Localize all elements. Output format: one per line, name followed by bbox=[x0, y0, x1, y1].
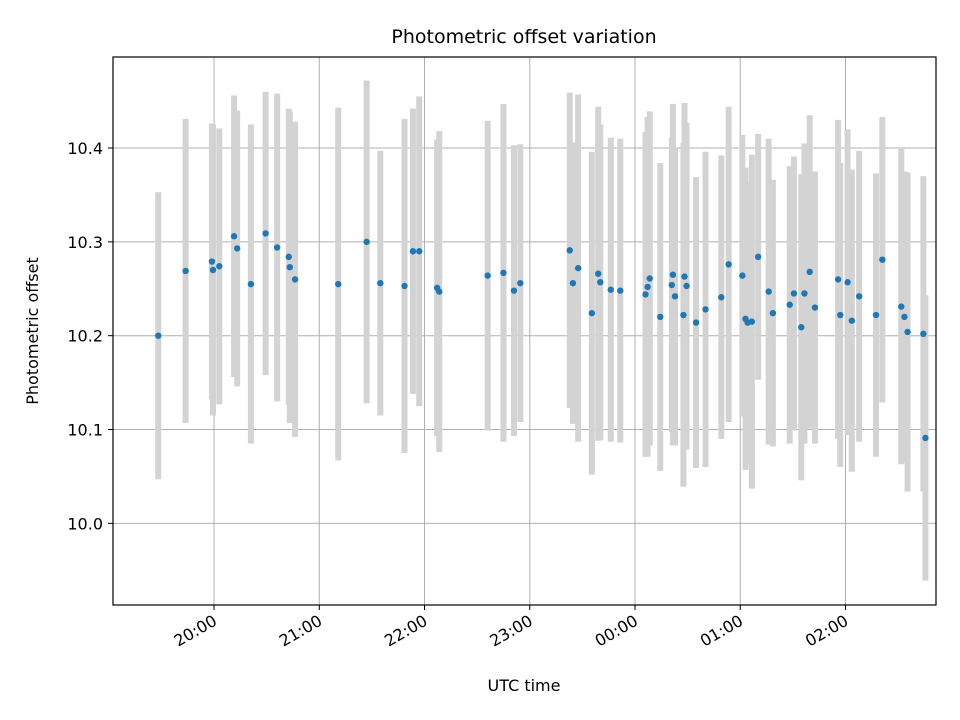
data-point bbox=[702, 306, 709, 313]
data-point bbox=[657, 313, 664, 321]
data-point bbox=[681, 273, 688, 280]
data-point bbox=[182, 267, 189, 275]
data-point bbox=[904, 328, 911, 336]
data-point bbox=[683, 282, 690, 290]
data-point bbox=[291, 276, 299, 283]
data-point bbox=[500, 269, 507, 277]
data-point bbox=[262, 230, 269, 237]
data-point bbox=[230, 233, 238, 240]
data-point bbox=[901, 313, 908, 321]
data-point bbox=[569, 279, 577, 287]
data-point bbox=[844, 279, 851, 286]
data-point bbox=[484, 272, 491, 279]
data-point bbox=[335, 280, 342, 288]
data-point bbox=[644, 283, 651, 291]
data-point bbox=[855, 293, 863, 300]
data-point bbox=[510, 287, 518, 294]
data-point bbox=[668, 281, 676, 289]
data-point bbox=[409, 248, 417, 255]
data-point bbox=[436, 288, 443, 295]
data-point bbox=[922, 434, 929, 442]
chart-title: Photometric offset variation bbox=[391, 26, 656, 48]
y-tick-label: 10.1 bbox=[67, 421, 103, 440]
data-point bbox=[363, 238, 370, 246]
data-point bbox=[286, 263, 294, 271]
data-point bbox=[848, 317, 856, 324]
data-point bbox=[725, 261, 732, 268]
data-point bbox=[646, 275, 653, 282]
data-point bbox=[811, 304, 819, 311]
data-point bbox=[798, 324, 805, 331]
data-point bbox=[801, 290, 808, 297]
data-point bbox=[617, 287, 624, 294]
y-tick-label: 10.3 bbox=[67, 233, 103, 252]
data-point bbox=[247, 280, 255, 288]
y-axis-label: Photometric offset bbox=[23, 257, 42, 405]
data-point bbox=[920, 330, 927, 338]
data-point bbox=[834, 276, 842, 283]
data-point bbox=[607, 286, 614, 293]
data-point bbox=[216, 263, 223, 270]
data-point bbox=[739, 272, 746, 279]
data-point bbox=[872, 311, 880, 319]
plot-area-frame bbox=[112, 56, 937, 606]
data-point bbox=[566, 247, 573, 254]
data-point bbox=[786, 301, 793, 308]
data-point bbox=[597, 279, 604, 286]
data-point bbox=[588, 309, 596, 317]
data-points bbox=[155, 230, 929, 442]
data-point bbox=[879, 256, 886, 263]
data-point bbox=[769, 309, 777, 317]
data-point bbox=[594, 270, 602, 277]
data-point bbox=[898, 303, 905, 310]
data-point bbox=[208, 258, 216, 265]
data-point bbox=[748, 318, 756, 325]
data-point bbox=[669, 271, 677, 278]
data-point bbox=[680, 311, 687, 319]
data-point bbox=[273, 244, 281, 251]
data-point bbox=[718, 294, 725, 301]
x-axis-label: UTC time bbox=[488, 676, 561, 695]
data-point bbox=[209, 266, 217, 274]
y-tick-label: 10.2 bbox=[67, 327, 103, 346]
data-point bbox=[401, 282, 408, 290]
data-point bbox=[517, 279, 524, 287]
y-axis-ticks: 10.0 10.1 10.2 10.3 10.4 bbox=[67, 139, 113, 533]
data-point bbox=[754, 253, 762, 261]
data-point bbox=[671, 293, 679, 300]
data-point bbox=[692, 319, 700, 326]
data-point bbox=[285, 253, 292, 261]
data-point bbox=[377, 279, 384, 287]
data-point bbox=[837, 311, 844, 319]
data-point bbox=[790, 290, 798, 297]
y-tick-label: 10.4 bbox=[67, 139, 103, 158]
data-point bbox=[642, 291, 649, 298]
data-point bbox=[806, 268, 813, 276]
data-point bbox=[574, 264, 582, 272]
data-point bbox=[155, 332, 162, 339]
data-point bbox=[233, 245, 241, 252]
y-tick-label: 10.0 bbox=[67, 514, 103, 533]
data-point bbox=[416, 248, 423, 255]
data-point bbox=[765, 288, 772, 295]
